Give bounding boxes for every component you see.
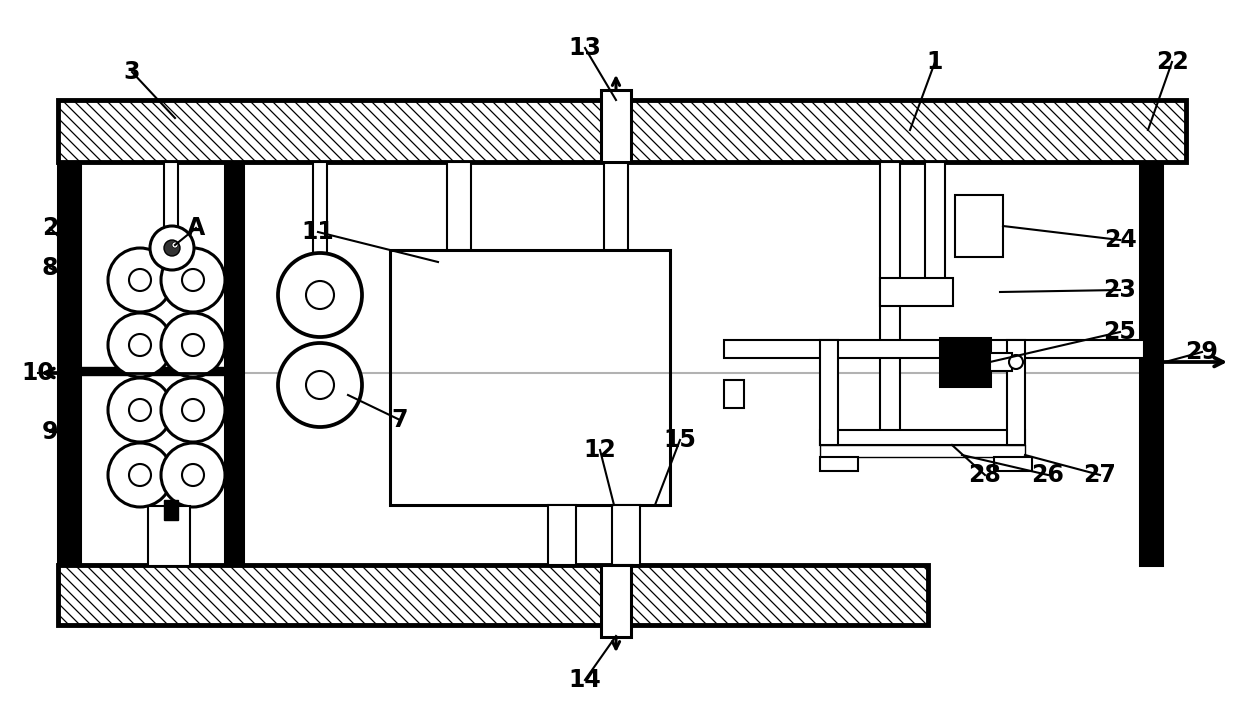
- Bar: [58, 100, 1185, 162]
- Bar: [1007, 340, 1025, 445]
- Bar: [604, 162, 627, 250]
- Bar: [724, 380, 744, 408]
- Text: A: A: [187, 216, 205, 240]
- Circle shape: [182, 269, 205, 291]
- Circle shape: [1009, 355, 1023, 369]
- Bar: [880, 162, 900, 432]
- Bar: [548, 505, 577, 565]
- Text: 26: 26: [1032, 463, 1064, 487]
- Text: 10: 10: [21, 361, 55, 385]
- Text: 14: 14: [569, 668, 601, 692]
- Bar: [613, 505, 640, 565]
- Circle shape: [161, 248, 224, 312]
- Text: 15: 15: [663, 428, 697, 452]
- Text: 23: 23: [1104, 278, 1136, 302]
- Circle shape: [161, 443, 224, 507]
- Bar: [990, 353, 1012, 371]
- Circle shape: [182, 464, 205, 486]
- Bar: [940, 338, 990, 386]
- Text: 29: 29: [1185, 340, 1219, 364]
- Bar: [391, 250, 670, 505]
- Text: 11: 11: [301, 220, 335, 244]
- Text: 22: 22: [1156, 50, 1188, 74]
- Bar: [224, 162, 243, 565]
- Text: 28: 28: [968, 463, 1002, 487]
- Circle shape: [129, 399, 151, 421]
- Bar: [164, 162, 179, 244]
- Circle shape: [164, 240, 180, 256]
- Circle shape: [182, 334, 205, 356]
- Circle shape: [278, 253, 362, 337]
- Circle shape: [150, 226, 193, 270]
- Bar: [820, 457, 858, 471]
- Circle shape: [108, 313, 172, 377]
- Bar: [446, 162, 471, 250]
- Bar: [148, 506, 190, 566]
- Text: 25: 25: [1104, 320, 1136, 344]
- Text: 27: 27: [1084, 463, 1116, 487]
- Circle shape: [129, 334, 151, 356]
- Bar: [58, 565, 928, 625]
- Circle shape: [306, 371, 334, 399]
- Circle shape: [172, 242, 179, 248]
- Circle shape: [161, 313, 224, 377]
- Text: 7: 7: [392, 408, 408, 432]
- Text: 8: 8: [42, 256, 58, 280]
- Bar: [994, 457, 1032, 471]
- Bar: [820, 340, 838, 445]
- Bar: [880, 278, 954, 306]
- Circle shape: [306, 281, 334, 309]
- Text: 12: 12: [584, 438, 616, 462]
- Bar: [312, 162, 327, 272]
- Bar: [601, 90, 631, 162]
- Text: 3: 3: [124, 60, 140, 84]
- Text: 2: 2: [42, 216, 58, 240]
- Circle shape: [108, 248, 172, 312]
- Circle shape: [182, 399, 205, 421]
- Circle shape: [278, 343, 362, 427]
- Bar: [58, 162, 81, 565]
- Circle shape: [108, 378, 172, 442]
- Bar: [955, 195, 1003, 257]
- Circle shape: [129, 464, 151, 486]
- Bar: [925, 162, 945, 292]
- Circle shape: [108, 443, 172, 507]
- Bar: [601, 565, 631, 637]
- Bar: [164, 500, 179, 520]
- Bar: [1140, 162, 1162, 565]
- Bar: [58, 100, 1185, 162]
- Circle shape: [161, 378, 224, 442]
- Text: 1: 1: [926, 50, 944, 74]
- Bar: [724, 340, 1145, 358]
- Bar: [58, 565, 928, 625]
- Text: 9: 9: [42, 420, 58, 444]
- Bar: [81, 367, 243, 375]
- Text: 13: 13: [569, 36, 601, 60]
- Circle shape: [129, 269, 151, 291]
- Bar: [820, 430, 1025, 445]
- Bar: [820, 445, 1025, 457]
- Text: 24: 24: [1104, 228, 1136, 252]
